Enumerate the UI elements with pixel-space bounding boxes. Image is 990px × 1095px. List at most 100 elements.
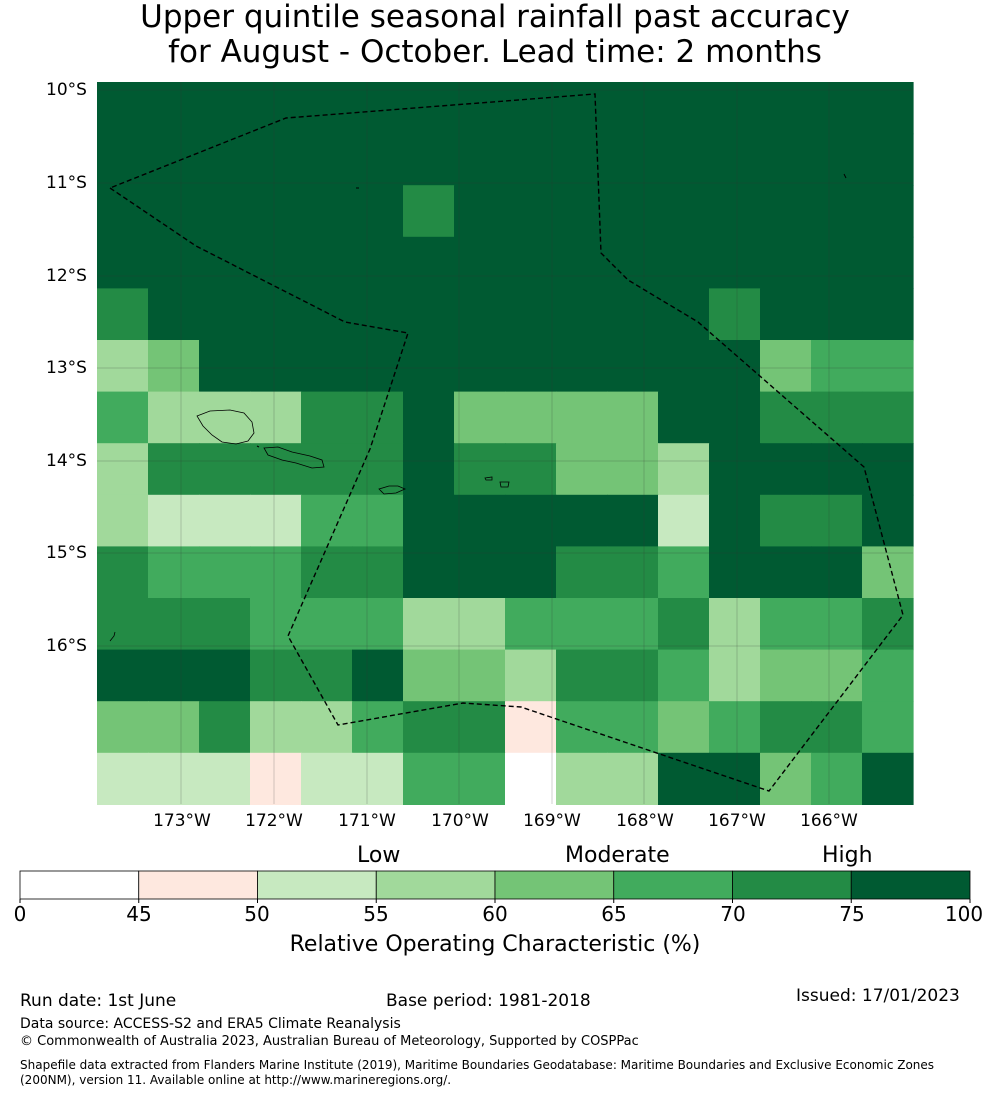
grid-cell (403, 288, 455, 341)
grid-cell (658, 701, 710, 754)
grid-cell (862, 133, 914, 186)
grid-cell (301, 236, 353, 289)
grid-cell (811, 598, 863, 651)
grid-cell (301, 701, 353, 754)
grid-cell (352, 752, 404, 805)
grid-cell (352, 391, 404, 444)
grid-cell (556, 598, 608, 651)
grid-cell (301, 185, 353, 238)
title-line-1: Upper quintile seasonal rainfall past ac… (140, 0, 850, 35)
category-low: Low (357, 843, 401, 868)
grid-cell (352, 82, 404, 135)
grid-cell (454, 236, 506, 289)
grid-cell (505, 752, 557, 805)
grid-cell (454, 340, 506, 393)
lon-label-169w: 169°W (523, 811, 581, 831)
rainfall-grid (97, 82, 914, 805)
map-gridlines (97, 82, 913, 804)
grid-cell (811, 133, 863, 186)
grid-cell (454, 82, 506, 135)
grid-cell (811, 546, 863, 599)
grid-cell (199, 82, 251, 135)
grid-cell (403, 391, 455, 444)
grid-cell (148, 701, 200, 754)
grid-cell (709, 133, 761, 186)
grid-cell (556, 133, 608, 186)
grid-cell (607, 598, 659, 651)
grid-cell (607, 391, 659, 444)
manua-island-1 (484, 476, 493, 481)
grid-cell (97, 82, 149, 135)
grid-cell (862, 185, 914, 238)
grid-cell (505, 649, 557, 702)
grid-cell (607, 340, 659, 393)
grid-cell (607, 185, 659, 238)
grid-cell (250, 598, 302, 651)
colorbar-tick-65: 65 (601, 902, 627, 926)
grid-cell (658, 391, 710, 444)
grid-cell (760, 236, 812, 289)
lat-label-15s: 15°S (46, 543, 87, 563)
grid-cell (352, 340, 404, 393)
grid-cell (97, 340, 149, 393)
grid-cell (148, 82, 200, 135)
grid-cell (862, 82, 914, 135)
grid-cell (454, 133, 506, 186)
category-high: High (822, 843, 873, 868)
grid-cell (148, 236, 200, 289)
upolu-island (263, 446, 325, 469)
grid-cell (556, 288, 608, 341)
grid-cell (97, 649, 149, 702)
grid-cell (760, 288, 812, 341)
grid-cell (811, 185, 863, 238)
colorbar-swatch (19, 870, 140, 900)
grid-cell (811, 288, 863, 341)
grid-cell (148, 649, 200, 702)
copyright: © Commonwealth of Australia 2023, Austra… (20, 1034, 639, 1049)
grid-cell (97, 133, 149, 186)
grid-cell (709, 82, 761, 135)
grid-cell (250, 649, 302, 702)
grid-cell (709, 701, 761, 754)
grid-cell (352, 133, 404, 186)
grid-cell (454, 391, 506, 444)
grid-cell (658, 133, 710, 186)
grid-cell (607, 649, 659, 702)
tutuila-island (378, 485, 406, 495)
grid-cell (811, 443, 863, 496)
colorbar (19, 870, 971, 903)
grid-cell (199, 494, 251, 547)
grid-cell (658, 649, 710, 702)
grid-cell (250, 443, 302, 496)
grid-cell (403, 133, 455, 186)
grid-cell (97, 494, 149, 547)
grid-cell (199, 340, 251, 393)
savaii-island (196, 409, 255, 445)
grid-cell (658, 82, 710, 135)
grid-cell (658, 494, 710, 547)
grid-cell (301, 752, 353, 805)
colorbar-tick-0: 0 (13, 902, 27, 926)
grid-cell (403, 494, 455, 547)
grid-cell (658, 236, 710, 289)
lat-label-11s: 11°S (46, 173, 87, 193)
lon-label-173w: 173°W (153, 811, 211, 831)
grid-cell (199, 649, 251, 702)
colorbar-swatch (375, 870, 496, 900)
grid-cell (760, 701, 812, 754)
grid-cell (250, 288, 302, 341)
grid-cell (454, 546, 506, 599)
colorbar-tick-70: 70 (720, 902, 746, 926)
colorbar-tick-75: 75 (839, 902, 865, 926)
grid-cell (301, 391, 353, 444)
grid-cell (658, 598, 710, 651)
grid-cell (301, 340, 353, 393)
grid-cell (760, 185, 812, 238)
grid-cell (250, 494, 302, 547)
colorbar-swatch (138, 870, 258, 900)
grid-cell (505, 494, 557, 547)
grid-cell (760, 546, 812, 599)
grid-cell (199, 288, 251, 341)
grid-cell (148, 443, 200, 496)
